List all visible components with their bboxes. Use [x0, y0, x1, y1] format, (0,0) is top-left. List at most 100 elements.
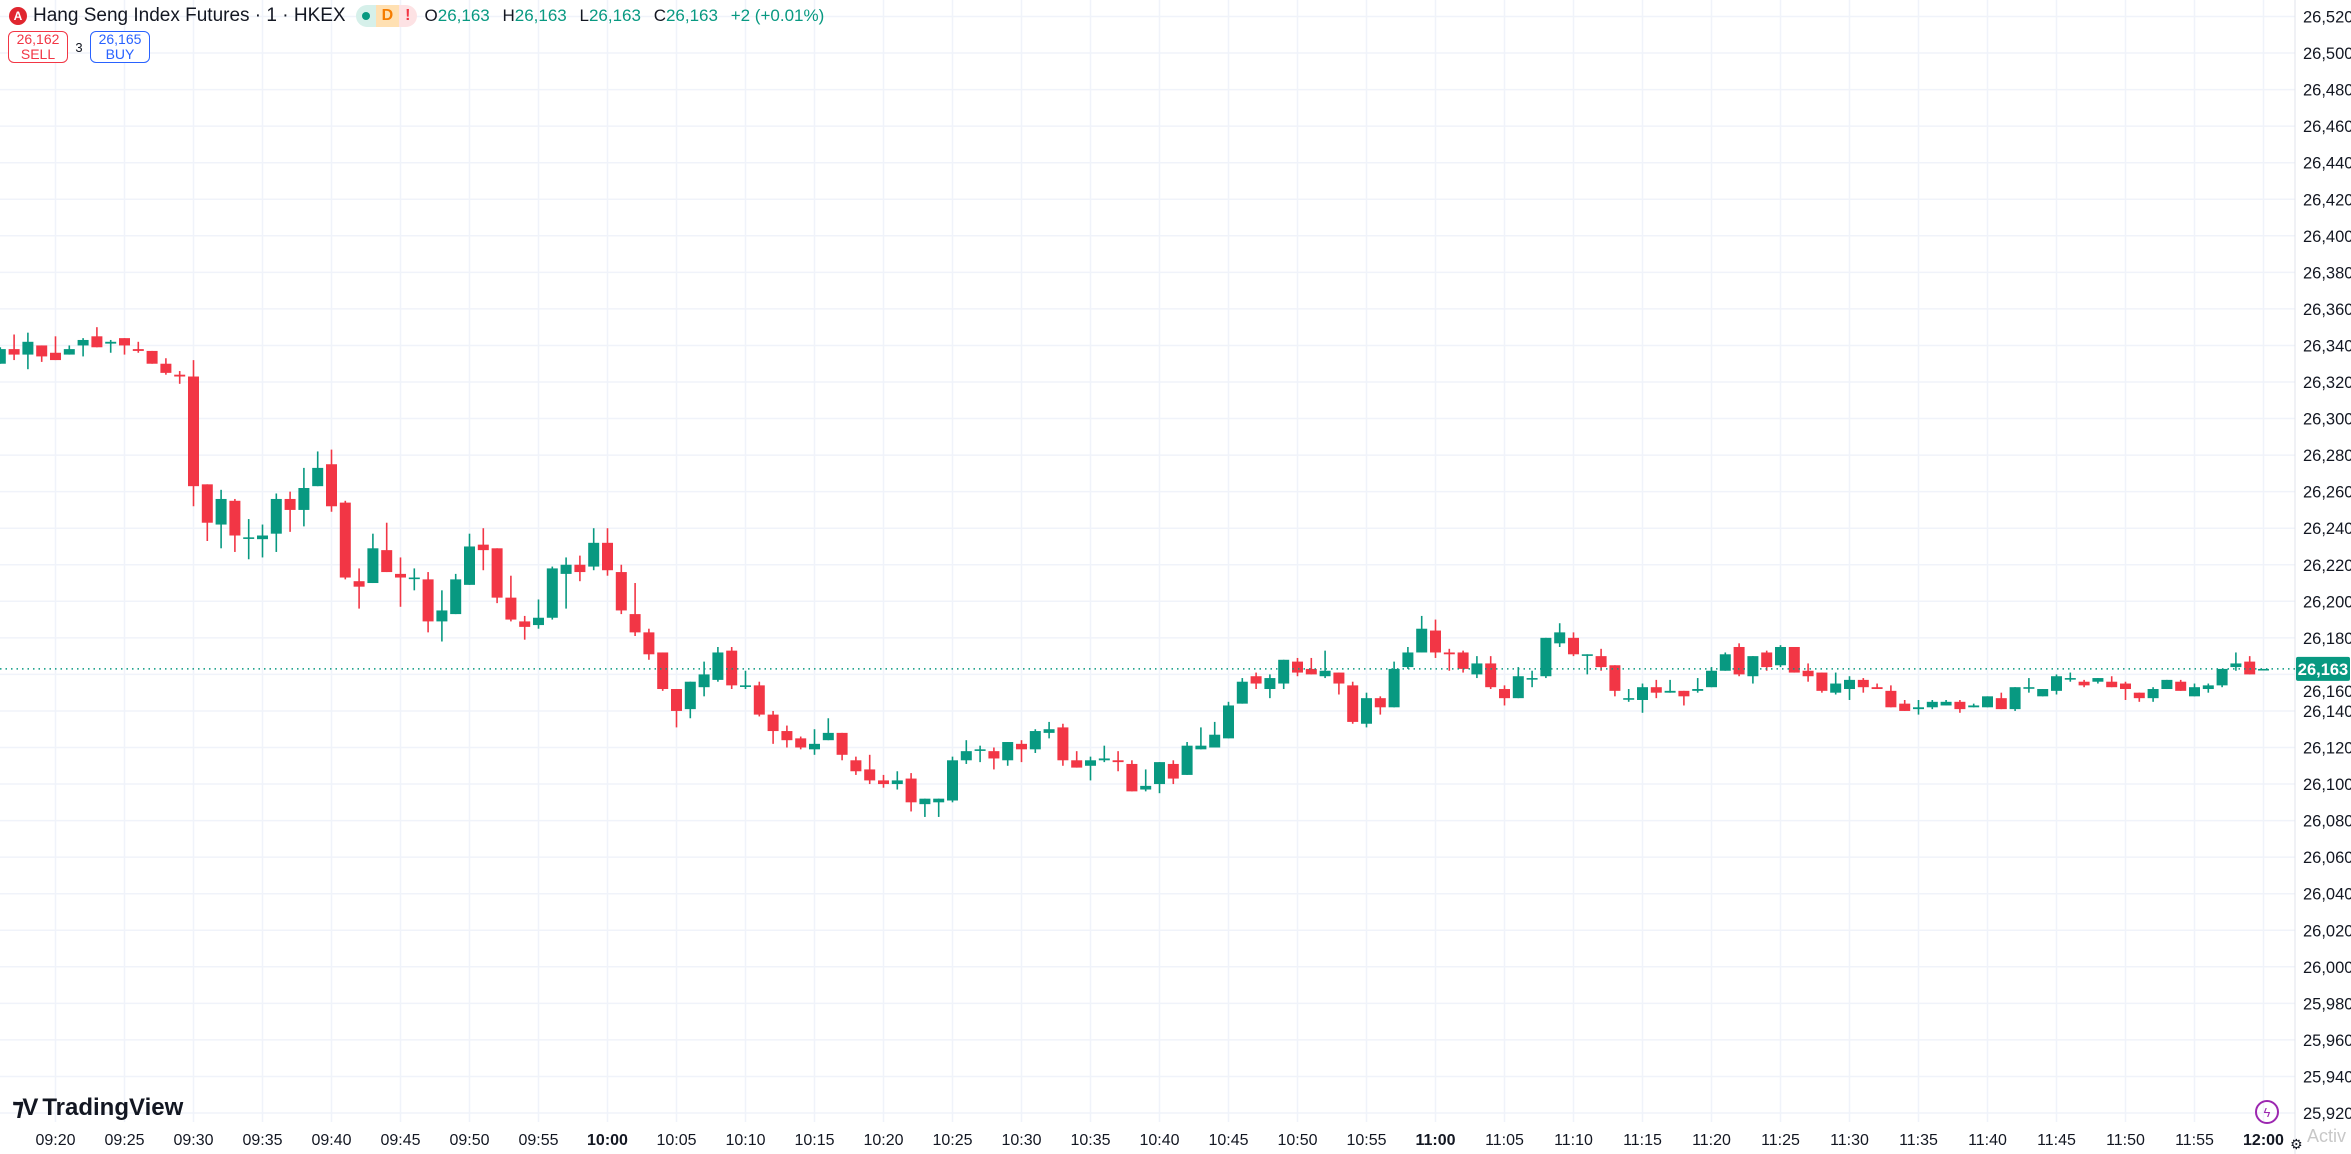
candle-body — [1402, 652, 1414, 668]
candle — [201, 484, 213, 541]
candle-body — [1112, 760, 1124, 763]
symbol-title[interactable]: Hang Seng Index Futures · 1 · HKEX — [33, 5, 346, 26]
buy-button[interactable]: 26,165 BUY — [90, 31, 150, 63]
candle — [1085, 756, 1096, 781]
candle — [63, 345, 75, 355]
candle — [326, 449, 337, 512]
candle-body — [2009, 687, 2021, 710]
candle-body — [933, 798, 945, 803]
lightning-icon[interactable]: ϟ — [2255, 1100, 2279, 1124]
y-tick-label: 25,960 — [2303, 1032, 2351, 1050]
candle-body — [2230, 663, 2242, 668]
candle-body — [615, 572, 627, 611]
candle — [1112, 751, 1124, 772]
delayed-badge[interactable]: D — [375, 5, 400, 27]
candle — [1968, 703, 1980, 708]
candle — [188, 360, 199, 507]
market-open-badge[interactable] — [355, 5, 376, 27]
candle-body — [436, 610, 448, 622]
candle — [160, 358, 172, 375]
candle — [298, 467, 310, 527]
candle — [1540, 637, 1552, 679]
candle — [229, 498, 241, 552]
candle — [753, 681, 765, 717]
candle — [836, 732, 848, 761]
x-tick-label: 10:50 — [1277, 1132, 1317, 1149]
candle — [519, 615, 531, 640]
x-tick-label: 11:55 — [2175, 1132, 2214, 1149]
candle-body — [1416, 628, 1428, 653]
candle — [105, 339, 117, 353]
candle-body — [1995, 698, 2007, 710]
candle — [602, 528, 613, 576]
candle-body — [1899, 703, 1911, 711]
candle-body — [119, 338, 130, 346]
x-tick-label: 09:35 — [242, 1132, 282, 1149]
ohlc-values: O26,163 H26,163 L26,163 C26,163 +2 (+0.0… — [425, 6, 833, 26]
candle — [312, 451, 324, 487]
gear-icon[interactable]: ⚙ — [2290, 1136, 2303, 1152]
candle-body — [450, 579, 462, 615]
candle-body — [1319, 670, 1331, 677]
y-tick-label: 26,260 — [2303, 484, 2351, 502]
tradingview-logo[interactable]: ⁊V TradingView — [12, 1093, 183, 1122]
x-tick-label: 09:30 — [173, 1132, 213, 1149]
candle-body — [1292, 661, 1303, 673]
x-tick-label: 10:00 — [587, 1132, 628, 1149]
candle-body — [1595, 656, 1607, 668]
x-tick-label: 11:25 — [1761, 1132, 1800, 1149]
candle-body — [1775, 646, 1786, 666]
windows-watermark: Activ — [2307, 1126, 2347, 1146]
x-tick-label: 10:25 — [932, 1132, 972, 1149]
x-tick-label: 10:30 — [1001, 1132, 1041, 1149]
x-tick-label: 10:20 — [863, 1132, 903, 1149]
candle — [1761, 650, 1773, 671]
high-label: H — [502, 6, 515, 25]
candle-body — [2189, 687, 2200, 697]
candle — [1692, 678, 1704, 693]
candle-body — [201, 484, 213, 523]
x-tick-label: 10:35 — [1070, 1132, 1110, 1149]
candle — [2258, 668, 2269, 671]
candle — [1057, 723, 1069, 766]
candle — [146, 350, 158, 364]
candle — [960, 740, 972, 764]
y-tick-label: 26,520 — [2303, 9, 2351, 27]
candle — [215, 489, 227, 549]
candle — [1333, 672, 1345, 695]
candle-body — [974, 749, 986, 751]
x-tick-label: 11:10 — [1554, 1132, 1593, 1149]
time-axis[interactable]: 09:20 09:25 09:30 09:35 09:40 09:45 09:50 09:55… — [35, 1132, 2284, 1149]
sell-button[interactable]: 26,162 SELL — [8, 31, 68, 63]
y-tick-label: 25,980 — [2303, 995, 2351, 1013]
candle-body — [298, 487, 310, 510]
x-tick-label: 09:20 — [35, 1132, 75, 1149]
candle — [712, 646, 724, 682]
candle — [1885, 685, 1897, 708]
candle — [450, 573, 462, 615]
candle — [2009, 687, 2021, 711]
alert-badge[interactable]: ! — [399, 5, 417, 27]
candle — [1043, 721, 1055, 739]
candle — [781, 725, 793, 748]
candle-body — [560, 564, 572, 574]
candle — [422, 572, 434, 633]
candle — [560, 557, 572, 609]
status-badges[interactable]: D ! — [355, 5, 417, 27]
sell-label: SELL — [20, 46, 56, 62]
candle-body — [1264, 678, 1276, 690]
candle-body — [284, 498, 296, 510]
x-tick-label: 10:55 — [1346, 1132, 1386, 1149]
candle-body — [160, 363, 172, 373]
candle — [1236, 678, 1248, 704]
candle — [1871, 683, 1883, 690]
y-tick-label: 26,480 — [2303, 82, 2351, 100]
candle-body — [1954, 701, 1966, 710]
candle-body — [671, 689, 682, 711]
candle — [1223, 701, 1234, 739]
candle — [643, 628, 655, 660]
candle — [2147, 687, 2159, 702]
price-axis[interactable]: 26,520 26,500 26,480 26,460 26,440 26,420 26,4… — [2303, 9, 2351, 1124]
candle-body — [339, 502, 351, 578]
